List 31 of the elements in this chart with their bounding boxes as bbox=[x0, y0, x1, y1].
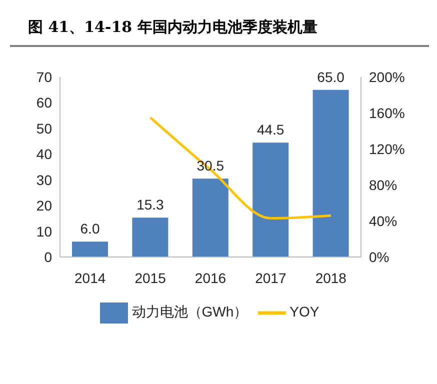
data-label: 65.0 bbox=[317, 68, 345, 85]
x-tick-label: 2016 bbox=[194, 270, 226, 286]
bar bbox=[72, 242, 108, 257]
y-tick-label: 50 bbox=[36, 120, 52, 136]
y2-tick-label: 80% bbox=[369, 176, 398, 193]
y-tick-label: 10 bbox=[36, 223, 52, 240]
bar bbox=[252, 142, 289, 257]
y2-tick-label: 160% bbox=[369, 104, 405, 121]
y-tick-label: 70 bbox=[36, 68, 52, 85]
y-tick-label: 60 bbox=[36, 94, 52, 111]
data-label: 6.0 bbox=[80, 220, 100, 237]
y2-tick-label: 0% bbox=[369, 248, 390, 265]
legend-label: 动力电池（GWh） bbox=[132, 304, 248, 320]
chart-title: 图 41、14-18 年国内动力电池季度装机量 bbox=[10, 8, 429, 47]
x-tick-label: 2015 bbox=[134, 270, 166, 286]
legend-label: YOY bbox=[290, 304, 320, 320]
data-label: 15.3 bbox=[136, 196, 164, 213]
y-tick-label: 0 bbox=[44, 248, 52, 265]
y-tick-label: 40 bbox=[36, 146, 52, 162]
y2-tick-label: 40% bbox=[369, 212, 398, 229]
bar bbox=[312, 90, 349, 257]
y2-tick-label: 200% bbox=[369, 68, 405, 85]
x-tick-label: 2018 bbox=[315, 270, 347, 286]
x-tick-label: 2014 bbox=[74, 270, 106, 286]
data-label: 44.5 bbox=[256, 122, 284, 138]
bar bbox=[132, 218, 168, 257]
x-tick-label: 2017 bbox=[255, 270, 286, 286]
y2-tick-label: 120% bbox=[369, 140, 405, 157]
y-tick-label: 20 bbox=[36, 198, 52, 214]
bar bbox=[192, 178, 228, 257]
y-tick-label: 30 bbox=[36, 172, 52, 188]
